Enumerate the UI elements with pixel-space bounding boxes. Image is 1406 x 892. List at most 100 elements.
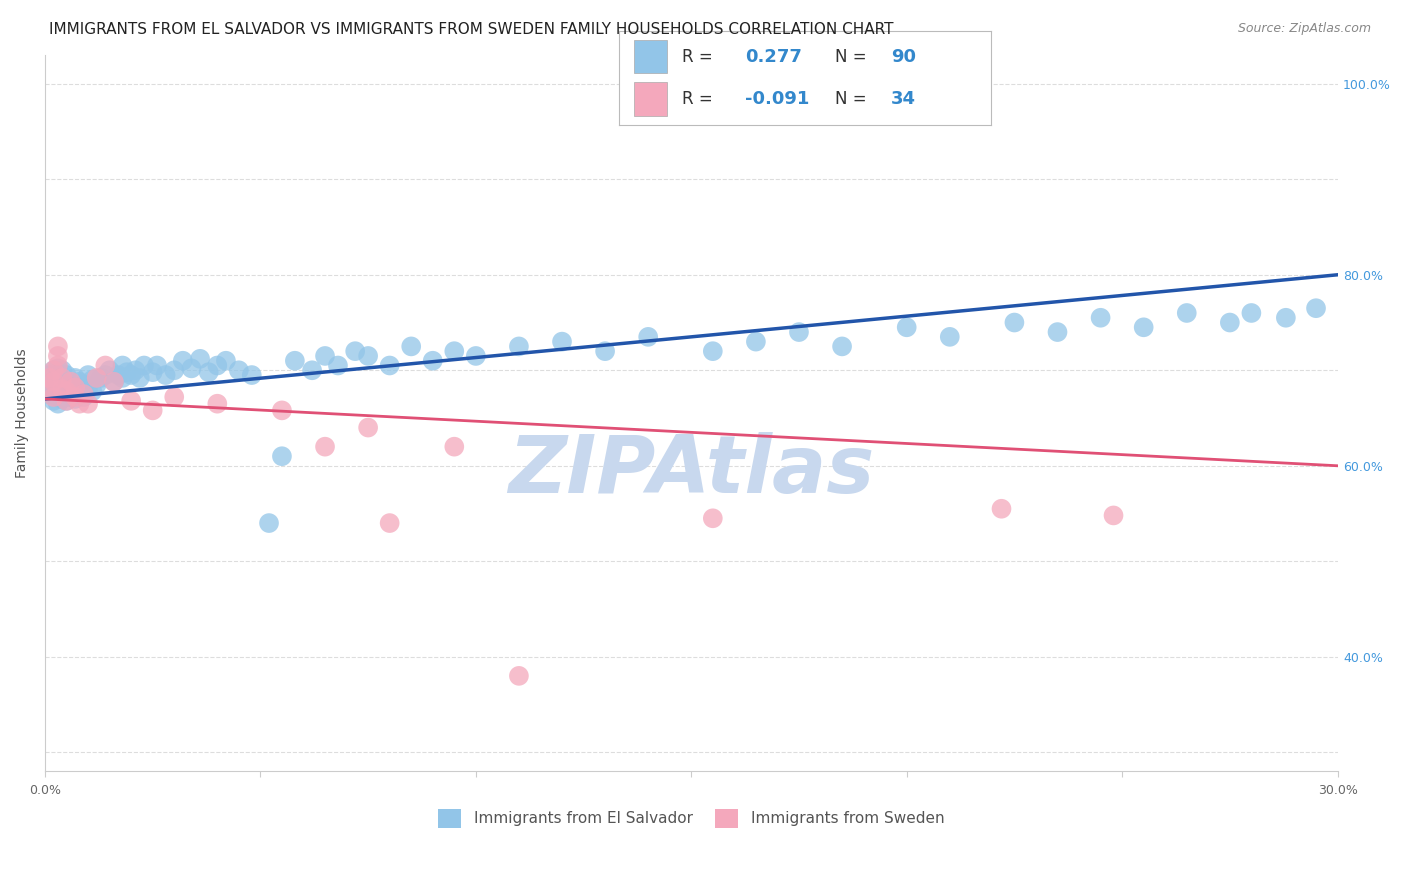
Immigrants from El Salvador bbox=[464, 349, 486, 363]
Immigrants from Sweden bbox=[77, 397, 100, 411]
Bar bbox=[634, 39, 666, 73]
Immigrants from El Salvador bbox=[86, 377, 108, 392]
Immigrants from El Salvador bbox=[82, 373, 104, 387]
Immigrants from El Salvador bbox=[1219, 316, 1241, 330]
Immigrants from Sweden bbox=[73, 387, 96, 401]
Immigrants from Sweden bbox=[38, 371, 60, 385]
Immigrants from El Salvador bbox=[146, 359, 169, 373]
Immigrants from El Salvador bbox=[1002, 316, 1025, 330]
Text: 0.277: 0.277 bbox=[745, 47, 803, 65]
Immigrants from El Salvador bbox=[896, 320, 918, 334]
Immigrants from El Salvador bbox=[1275, 310, 1298, 325]
Immigrants from El Salvador bbox=[63, 383, 86, 397]
Immigrants from El Salvador bbox=[42, 384, 65, 399]
Immigrants from Sweden bbox=[508, 669, 530, 683]
Immigrants from El Salvador bbox=[55, 368, 77, 382]
Immigrants from El Salvador bbox=[82, 384, 104, 399]
Immigrants from El Salvador bbox=[197, 365, 219, 379]
Immigrants from El Salvador bbox=[787, 325, 810, 339]
Immigrants from El Salvador bbox=[593, 344, 616, 359]
Immigrants from El Salvador bbox=[51, 392, 73, 406]
Immigrants from El Salvador bbox=[38, 383, 60, 397]
Immigrants from El Salvador bbox=[207, 359, 229, 373]
Immigrants from Sweden bbox=[1102, 508, 1125, 523]
Immigrants from Sweden bbox=[63, 390, 86, 404]
Immigrants from El Salvador bbox=[51, 363, 73, 377]
Immigrants from El Salvador bbox=[551, 334, 574, 349]
Immigrants from El Salvador bbox=[1132, 320, 1154, 334]
Immigrants from Sweden bbox=[120, 393, 142, 408]
Immigrants from Sweden bbox=[55, 384, 77, 399]
Immigrants from El Salvador bbox=[1305, 301, 1327, 316]
Immigrants from Sweden bbox=[46, 339, 69, 353]
Immigrants from El Salvador bbox=[155, 368, 177, 382]
Immigrants from El Salvador bbox=[55, 377, 77, 392]
Immigrants from Sweden bbox=[207, 397, 229, 411]
Immigrants from El Salvador bbox=[51, 373, 73, 387]
Immigrants from El Salvador bbox=[77, 383, 100, 397]
Immigrants from El Salvador bbox=[939, 330, 962, 344]
Immigrants from El Salvador bbox=[103, 375, 125, 389]
Text: N =: N = bbox=[835, 47, 866, 65]
Immigrants from El Salvador bbox=[124, 363, 146, 377]
Immigrants from El Salvador bbox=[90, 371, 112, 385]
Immigrants from El Salvador bbox=[46, 380, 69, 394]
Immigrants from El Salvador bbox=[314, 349, 336, 363]
Immigrants from El Salvador bbox=[111, 359, 134, 373]
Immigrants from El Salvador bbox=[443, 344, 465, 359]
Immigrants from Sweden bbox=[142, 403, 165, 417]
Immigrants from Sweden bbox=[314, 440, 336, 454]
Y-axis label: Family Households: Family Households bbox=[15, 349, 30, 478]
Immigrants from Sweden bbox=[443, 440, 465, 454]
Immigrants from El Salvador bbox=[240, 368, 263, 382]
Immigrants from El Salvador bbox=[42, 363, 65, 377]
Immigrants from El Salvador bbox=[38, 387, 60, 401]
Immigrants from El Salvador bbox=[42, 393, 65, 408]
Immigrants from El Salvador bbox=[38, 368, 60, 382]
Text: R =: R = bbox=[682, 47, 718, 65]
Immigrants from El Salvador bbox=[107, 368, 129, 382]
Immigrants from El Salvador bbox=[284, 353, 307, 368]
Immigrants from El Salvador bbox=[51, 384, 73, 399]
Immigrants from Sweden bbox=[69, 397, 91, 411]
Immigrants from Sweden bbox=[42, 375, 65, 389]
Text: R =: R = bbox=[682, 90, 718, 108]
Immigrants from El Salvador bbox=[120, 368, 142, 382]
Immigrants from El Salvador bbox=[98, 363, 121, 377]
Immigrants from El Salvador bbox=[188, 351, 211, 366]
Immigrants from Sweden bbox=[38, 383, 60, 397]
Immigrants from El Salvador bbox=[702, 344, 724, 359]
Immigrants from Sweden bbox=[86, 371, 108, 385]
Immigrants from El Salvador bbox=[94, 368, 117, 382]
Immigrants from Sweden bbox=[702, 511, 724, 525]
Immigrants from Sweden bbox=[55, 393, 77, 408]
Text: N =: N = bbox=[835, 90, 866, 108]
Immigrants from El Salvador bbox=[111, 371, 134, 385]
Immigrants from Sweden bbox=[42, 390, 65, 404]
Immigrants from Sweden bbox=[990, 501, 1012, 516]
Immigrants from El Salvador bbox=[344, 344, 367, 359]
Immigrants from Sweden bbox=[51, 383, 73, 397]
Immigrants from Sweden bbox=[163, 390, 186, 404]
Immigrants from El Salvador bbox=[271, 449, 294, 463]
Text: IMMIGRANTS FROM EL SALVADOR VS IMMIGRANTS FROM SWEDEN FAMILY HOUSEHOLDS CORRELAT: IMMIGRANTS FROM EL SALVADOR VS IMMIGRANT… bbox=[49, 22, 894, 37]
Immigrants from El Salvador bbox=[55, 393, 77, 408]
Immigrants from El Salvador bbox=[163, 363, 186, 377]
Text: ZIPAtlas: ZIPAtlas bbox=[508, 432, 875, 509]
Immigrants from El Salvador bbox=[59, 390, 82, 404]
Text: -0.091: -0.091 bbox=[745, 90, 810, 108]
Legend: Immigrants from El Salvador, Immigrants from Sweden: Immigrants from El Salvador, Immigrants … bbox=[430, 801, 952, 835]
Immigrants from El Salvador bbox=[128, 371, 150, 385]
Text: 90: 90 bbox=[890, 47, 915, 65]
Immigrants from El Salvador bbox=[46, 397, 69, 411]
Immigrants from El Salvador bbox=[77, 368, 100, 382]
Immigrants from El Salvador bbox=[508, 339, 530, 353]
Immigrants from Sweden bbox=[63, 380, 86, 394]
Immigrants from El Salvador bbox=[69, 375, 91, 389]
Immigrants from El Salvador bbox=[1090, 310, 1112, 325]
Immigrants from El Salvador bbox=[142, 365, 165, 379]
Immigrants from El Salvador bbox=[42, 375, 65, 389]
Immigrants from Sweden bbox=[378, 516, 401, 530]
Immigrants from Sweden bbox=[46, 359, 69, 373]
Immigrants from El Salvador bbox=[637, 330, 659, 344]
